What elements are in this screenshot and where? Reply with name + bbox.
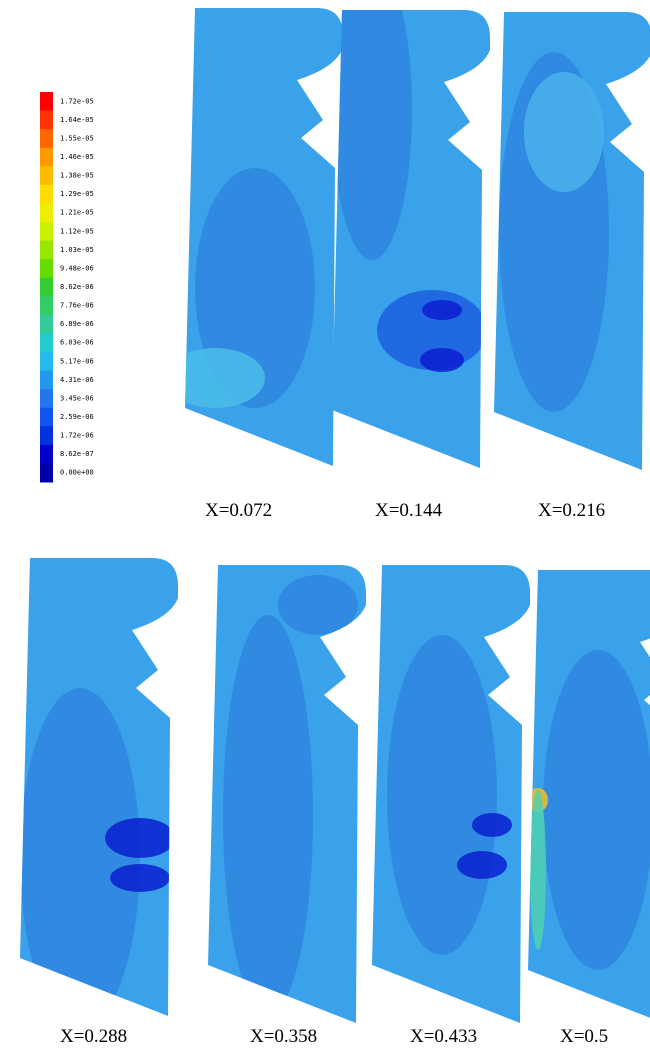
legend-swatch [40, 184, 53, 204]
slice-label: X=0.144 [375, 500, 443, 521]
legend-swatch [40, 240, 53, 260]
legend-swatch [40, 147, 53, 167]
legend-swatch [40, 444, 53, 464]
panels: X=0.072 X=0.144 X=0.216 X=0.288 X=0.358 X=0.4… [20, 8, 650, 1047]
legend-swatch [40, 277, 53, 297]
legend-swatch [40, 407, 53, 427]
contour-region [543, 650, 650, 970]
legend-swatch [40, 110, 53, 130]
legend-label: 8.62e-07 [60, 450, 94, 458]
contour-regions [332, 10, 487, 372]
legend-label: 1.38e-05 [60, 172, 94, 180]
legend-label: 0.00e+00 [60, 469, 94, 477]
legend-label: 6.03e-06 [60, 339, 94, 347]
slice-panel [494, 12, 650, 470]
legend-label: 8.62e-06 [60, 283, 94, 291]
legend-swatch [40, 259, 53, 279]
legend-label: 3.45e-06 [60, 394, 94, 402]
legend: 1.72e-05 1.64e-05 1.55e-05 1.46e-05 1.38e-05… [40, 92, 94, 483]
contour-region [105, 818, 175, 858]
contour-region [20, 688, 140, 1016]
contour-region [223, 615, 313, 1015]
legend-swatch [40, 92, 53, 112]
slice-label: X=0.433 [410, 1026, 477, 1047]
contour-region [185, 348, 265, 408]
legend-label: 1.21e-05 [60, 209, 94, 217]
contour-region [332, 10, 412, 260]
legend-label: 5.17e-06 [60, 357, 94, 365]
contour-region [195, 168, 315, 408]
contour-region [387, 635, 497, 955]
legend-swatch [40, 166, 53, 186]
legend-label: 1.64e-05 [60, 116, 94, 124]
legend-label: 1.03e-05 [60, 246, 94, 254]
legend-swatch [40, 370, 53, 390]
contour-region [278, 575, 358, 635]
contour-region [530, 790, 546, 950]
slice-panel [372, 565, 530, 1023]
slice-panel [208, 565, 366, 1023]
legend-swatch [40, 352, 53, 372]
legend-label: 1.72e-05 [60, 97, 94, 105]
contour-regions [528, 650, 650, 970]
contour-regions [499, 52, 609, 412]
legend-swatch [40, 296, 53, 316]
legend-label: 9.48e-06 [60, 264, 94, 272]
legend-label: 1.29e-05 [60, 190, 94, 198]
legend-swatch [40, 203, 53, 223]
legend-label: 6.89e-06 [60, 320, 94, 328]
contour-region [524, 72, 604, 192]
legend-label: 1.46e-05 [60, 153, 94, 161]
slice-label: X=0.072 [205, 500, 272, 521]
slice-panel [185, 8, 343, 466]
legend-label: 4.31e-06 [60, 376, 94, 384]
legend-label: 1.12e-05 [60, 227, 94, 235]
slice-panel [20, 558, 178, 1016]
legend-swatch [40, 129, 53, 149]
contour-regions [387, 635, 512, 955]
slice-label: X=0.216 [538, 500, 605, 521]
contour-region [457, 851, 507, 879]
contour-region [472, 813, 512, 837]
legend-label: 2.59e-06 [60, 413, 94, 421]
legend-label: 7.76e-06 [60, 302, 94, 310]
contour-regions [185, 168, 315, 408]
contour-regions [20, 688, 175, 1016]
slice-label: X=0.358 [250, 1026, 317, 1047]
legend-swatch [40, 463, 53, 483]
contour-region [422, 300, 462, 320]
legend-swatch [40, 314, 53, 334]
legend-label: 1.72e-06 [60, 432, 94, 440]
slice-label: X=0.288 [60, 1026, 127, 1047]
legend-swatch [40, 222, 53, 242]
legend-label: 1.55e-05 [60, 134, 94, 142]
contour-region [420, 348, 464, 372]
legend-swatch [40, 426, 53, 446]
legend-swatch [40, 333, 53, 353]
contour-region [110, 864, 170, 892]
slice-panel [528, 570, 650, 1028]
slice-panel [332, 10, 490, 468]
contour-regions [223, 575, 358, 1015]
slice-label: X=0.5 [560, 1026, 608, 1047]
legend-swatch [40, 389, 53, 409]
